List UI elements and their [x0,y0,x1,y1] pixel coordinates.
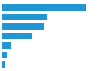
Bar [2,23,44,30]
Bar [2,61,5,68]
Bar [2,33,32,39]
Bar [2,52,7,58]
Bar [2,42,11,49]
Bar [2,4,86,11]
Bar [2,14,47,20]
